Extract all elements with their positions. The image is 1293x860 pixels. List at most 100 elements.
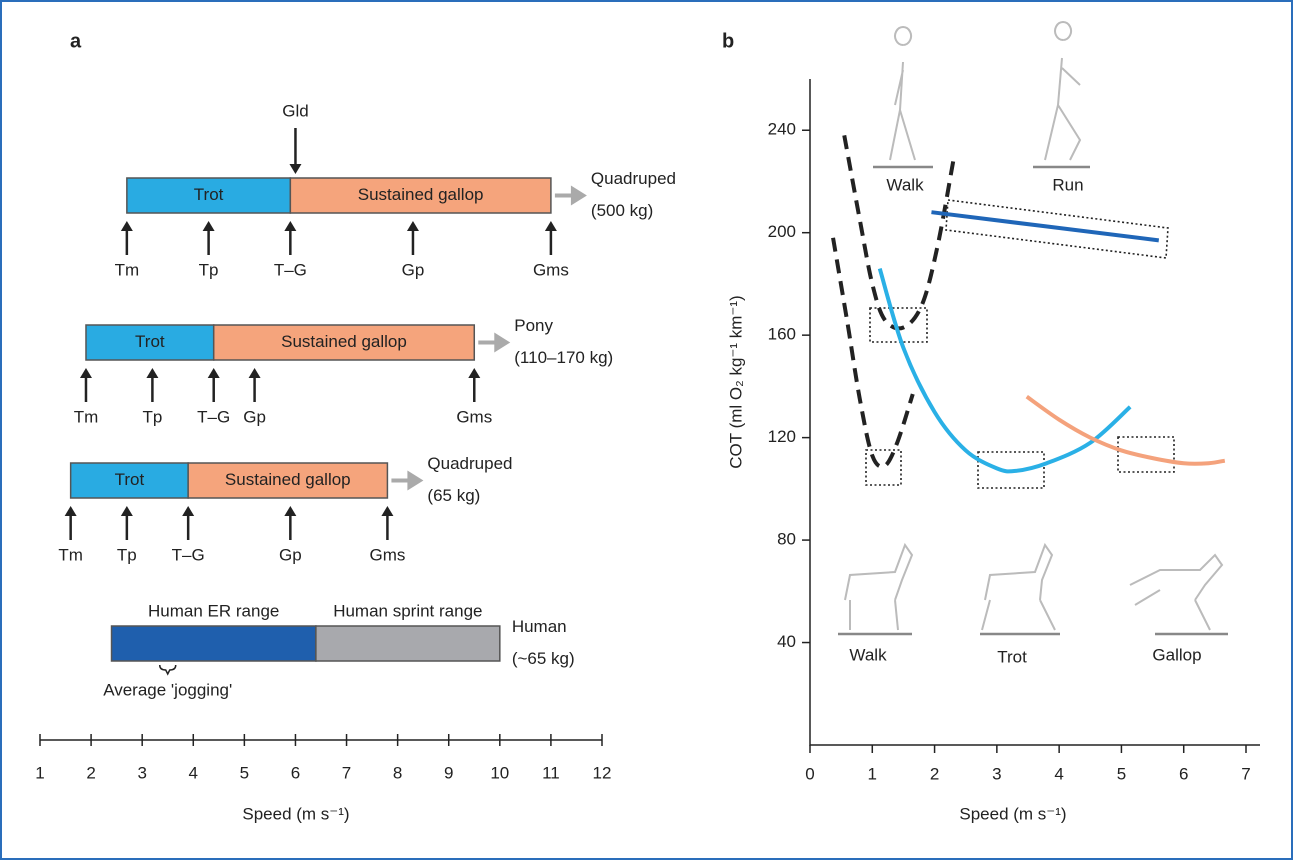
human-walk (889, 26, 916, 161)
segment-label: Human sprint range (333, 601, 482, 620)
arrow-head (120, 221, 133, 231)
series-line (931, 210, 1160, 243)
marker-label: T–G (197, 407, 230, 426)
series-line (842, 134, 956, 331)
x-tick-label: 7 (342, 763, 351, 782)
horse-trot (981, 542, 1056, 631)
segment-label: Sustained gallop (225, 470, 351, 489)
marker-label: Tp (142, 407, 162, 426)
series-line (1025, 395, 1226, 466)
x-tick-label: 10 (490, 763, 509, 782)
horse-walk (844, 542, 914, 631)
segment-label: Trot (115, 470, 145, 489)
arrow-head (284, 221, 297, 231)
row-label: (65 kg) (427, 486, 480, 505)
arrow-head (381, 506, 394, 516)
image-label: Walk (886, 175, 924, 194)
row-label: (~65 kg) (512, 649, 575, 668)
annotation: Average 'jogging' (103, 680, 232, 699)
x-tick-label: 7 (1241, 764, 1250, 783)
range-segment (212, 324, 476, 361)
arrow-head (64, 506, 77, 516)
silhouette-grounds (838, 165, 1228, 636)
x-tick-label: 11 (542, 763, 560, 782)
x-tick-label: 1 (35, 763, 44, 782)
silhouettes (844, 21, 1224, 631)
range-segment (289, 177, 552, 214)
marker-label: Tp (117, 545, 137, 564)
range-segment (85, 324, 215, 361)
x-tick-label: 5 (1117, 764, 1126, 783)
image-label: Trot (997, 647, 1027, 666)
x-tick-label: 1 (868, 764, 877, 783)
row-label: Human (512, 617, 567, 636)
x-tick-label: 5 (240, 763, 249, 782)
x-tick-label: 9 (444, 763, 453, 782)
marker-label: Gp (243, 407, 266, 426)
marker-label: Tp (199, 260, 219, 279)
box (1117, 436, 1175, 473)
image-label: Gallop (1152, 645, 1201, 664)
human-run (1044, 21, 1082, 161)
marker-label: T–G (274, 260, 307, 279)
y-tick-label: 160 (768, 325, 796, 344)
annotation-boxes (865, 199, 1175, 489)
row-label: (110–170 kg) (514, 348, 613, 367)
row-label: Quadruped (427, 454, 512, 473)
marker-label: Tm (74, 407, 99, 426)
series-line (877, 267, 1132, 474)
x-tick-label: 6 (1179, 764, 1188, 783)
row-label: Quadruped (591, 169, 676, 188)
box (977, 451, 1045, 489)
marker-label: T–G (172, 545, 205, 564)
row-label: (500 kg) (591, 201, 653, 220)
x-tick-label: 3 (992, 764, 1001, 783)
arrow-head (468, 368, 481, 378)
marker-label: Gms (456, 407, 492, 426)
y-tick-label: 40 (777, 632, 796, 651)
x-axis-label: Speed (m s⁻¹) (242, 804, 349, 823)
range-segment (126, 177, 292, 214)
row-arrow-head (407, 470, 424, 491)
marker-label: Gp (279, 545, 302, 564)
marker-label: Gms (369, 545, 405, 564)
x-tick-label: 4 (189, 763, 198, 782)
arrow-head (146, 368, 159, 378)
series-line (831, 237, 915, 469)
segment-label: Sustained gallop (281, 332, 407, 351)
x-tick-label: 3 (137, 763, 146, 782)
x-tick-label: 2 (86, 763, 95, 782)
annotation: Gld (282, 101, 308, 120)
row-arrow-head (570, 185, 587, 206)
range-segment (110, 625, 317, 662)
range-segment (187, 462, 389, 499)
image-label: Walk (849, 645, 887, 664)
arrow-head (248, 368, 261, 378)
x-tick-label: 6 (291, 763, 300, 782)
x-axis-label: Speed (m s⁻¹) (959, 804, 1066, 823)
arrow-head (406, 221, 419, 231)
x-tick-label: 8 (393, 763, 402, 782)
arrow-head (544, 221, 557, 231)
y-tick-label: 120 (768, 427, 796, 446)
range-segment (69, 462, 189, 499)
x-tick-label: 12 (593, 763, 612, 782)
x-tick-label: 4 (1054, 764, 1063, 783)
image-label: Run (1052, 175, 1083, 194)
marker-label: Gms (533, 260, 569, 279)
marker-label: Gp (402, 260, 425, 279)
y-tick-label: 200 (768, 222, 796, 241)
segment-label: Trot (194, 185, 224, 204)
row-arrow-head (494, 332, 511, 353)
box (869, 307, 928, 343)
y-axis-label: COT (ml O₂ kg⁻¹ km⁻¹) (726, 295, 745, 468)
row-label: Pony (514, 316, 553, 335)
range-segment (315, 625, 501, 662)
segment-label: Sustained gallop (358, 185, 484, 204)
marker-label: Tm (58, 545, 83, 564)
panel-label: b (722, 30, 734, 52)
arrow-head (284, 506, 297, 516)
arrow-head (120, 506, 133, 516)
arrow-head (207, 368, 220, 378)
